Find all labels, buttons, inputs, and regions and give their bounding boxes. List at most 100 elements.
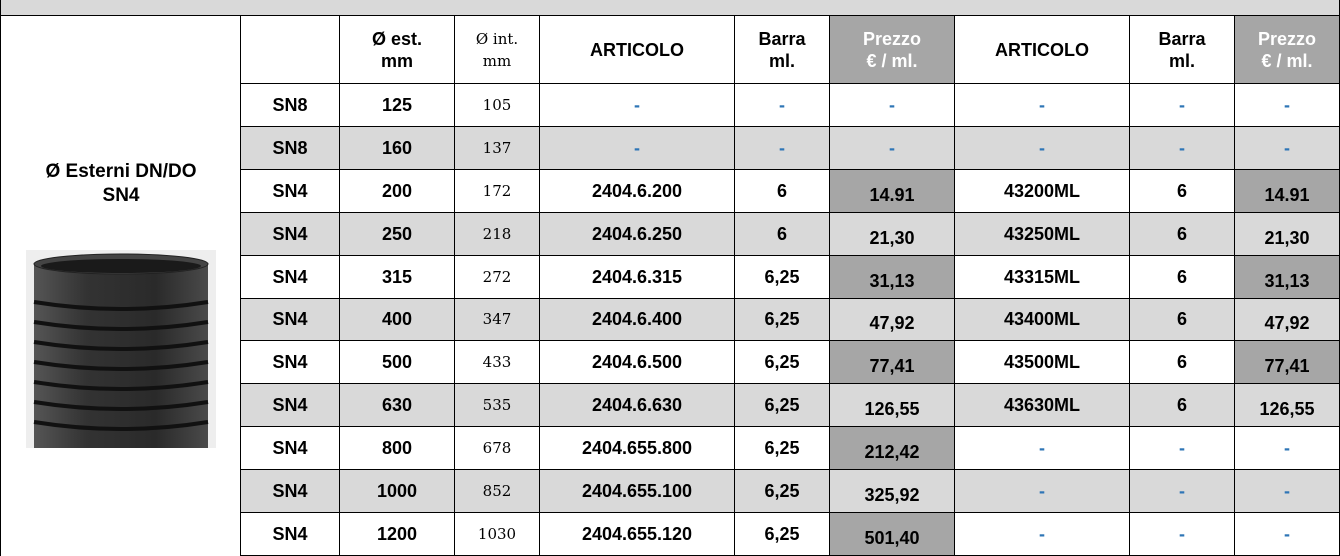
table-cell: 6,25 [735, 256, 830, 299]
table-cell: 2404.655.800 [540, 427, 735, 470]
table-cell: 2404.655.100 [540, 470, 735, 513]
side-label-line: Ø Esterni DN/DO [1, 160, 241, 184]
table-cell: - [830, 84, 955, 127]
table-cell: 43250ML [955, 213, 1130, 256]
table-cell: 6 [735, 170, 830, 213]
table-cell: SN4 [240, 213, 340, 256]
table-cell: 6,25 [735, 427, 830, 470]
table-cell: - [955, 470, 1130, 513]
header-cell: ARTICOLO [955, 16, 1130, 84]
table-cell: 6 [1130, 341, 1235, 384]
table-cell: SN4 [240, 256, 340, 299]
table-cell: - [1235, 427, 1340, 470]
table-cell: - [735, 84, 830, 127]
table-cell: - [955, 84, 1130, 127]
table-cell: SN4 [240, 470, 340, 513]
table-cell: 630 [340, 384, 455, 427]
header-cell: Prezzo€ / ml. [1235, 16, 1340, 84]
table-cell: 500 [340, 341, 455, 384]
table-cell: - [735, 127, 830, 170]
table-cell: 21,30 [1235, 213, 1340, 256]
table-cell: 31,13 [830, 256, 955, 299]
table-cell: 6 [1130, 170, 1235, 213]
table-cell: 2404.6.200 [540, 170, 735, 213]
table-cell: 77,41 [1235, 341, 1340, 384]
header-text: ml. [769, 50, 795, 72]
table-cell: 2404.6.500 [540, 341, 735, 384]
header-text: € / ml. [1261, 50, 1312, 72]
table-cell: 2404.6.400 [540, 299, 735, 342]
table-cell: 800 [340, 427, 455, 470]
table-cell: 1000 [340, 470, 455, 513]
table-cell: 6,25 [735, 513, 830, 556]
table-cell: - [1130, 84, 1235, 127]
table-cell: 347 [455, 299, 540, 342]
side-panel: Ø Esterni DN/DO SN4 [0, 16, 240, 556]
table-cell: - [540, 127, 735, 170]
table-cell: - [955, 127, 1130, 170]
header-text: ml. [1169, 50, 1195, 72]
table-cell: 31,13 [1235, 256, 1340, 299]
table-cell: 315 [340, 256, 455, 299]
header-text: Ø int. [476, 28, 518, 50]
side-label-line: SN4 [1, 184, 241, 208]
table-cell: - [1130, 470, 1235, 513]
table-cell: 47,92 [830, 299, 955, 342]
table-cell: 160 [340, 127, 455, 170]
table-cell: 250 [340, 213, 455, 256]
top-bar [0, 0, 1340, 16]
table-cell: 2404.6.630 [540, 384, 735, 427]
table-cell: SN4 [240, 384, 340, 427]
table-cell: - [830, 127, 955, 170]
table-cell: SN4 [240, 170, 340, 213]
table-cell: 1200 [340, 513, 455, 556]
table-cell: SN8 [240, 127, 340, 170]
table-cell: 535 [455, 384, 540, 427]
table-cell: 126,55 [1235, 384, 1340, 427]
table-cell: 678 [455, 427, 540, 470]
table-cell: - [1130, 127, 1235, 170]
table-cell: 43630ML [955, 384, 1130, 427]
table-cell: 2404.6.250 [540, 213, 735, 256]
table-cell: 6 [1130, 384, 1235, 427]
table-cell: 433 [455, 341, 540, 384]
table-cell: 272 [455, 256, 540, 299]
table-cell: 43500ML [955, 341, 1130, 384]
header-text: Ø est. [372, 28, 422, 50]
table-cell: - [540, 84, 735, 127]
header-cell: Ø est.mm [340, 16, 455, 84]
header-text: Prezzo [1258, 28, 1316, 50]
table-cell: 14.91 [830, 170, 955, 213]
side-label: Ø Esterni DN/DO SN4 [1, 160, 241, 208]
header-cell [240, 16, 340, 84]
table-cell: 47,92 [1235, 299, 1340, 342]
table-cell: 126,55 [830, 384, 955, 427]
table-cell: SN8 [240, 84, 340, 127]
table-cell: 43200ML [955, 170, 1130, 213]
table-cell: 400 [340, 299, 455, 342]
table-cell: 6 [1130, 299, 1235, 342]
table-cell: - [1130, 513, 1235, 556]
table-cell: 1030 [455, 513, 540, 556]
header-text: Barra [1158, 28, 1205, 50]
table-cell: 852 [455, 470, 540, 513]
table-cell: 6,25 [735, 384, 830, 427]
table-cell: 2404.6.315 [540, 256, 735, 299]
table-cell: - [955, 513, 1130, 556]
pipe-image [26, 250, 216, 448]
table-cell: SN4 [240, 341, 340, 384]
table-cell: 6 [1130, 213, 1235, 256]
header-cell: Ø int.mm [455, 16, 540, 84]
page: Ø Esterni DN/DO SN4 Ø est.mmØ int.mmARTI… [0, 0, 1340, 556]
header-text: mm [483, 50, 511, 72]
header-cell: ARTICOLO [540, 16, 735, 84]
table-cell: 6,25 [735, 470, 830, 513]
header-text: Barra [758, 28, 805, 50]
header-text: Prezzo [863, 28, 921, 50]
table-cell: - [1235, 84, 1340, 127]
table-cell: 137 [455, 127, 540, 170]
header-text: € / ml. [866, 50, 917, 72]
table-cell: 325,92 [830, 470, 955, 513]
table-cell: 212,42 [830, 427, 955, 470]
